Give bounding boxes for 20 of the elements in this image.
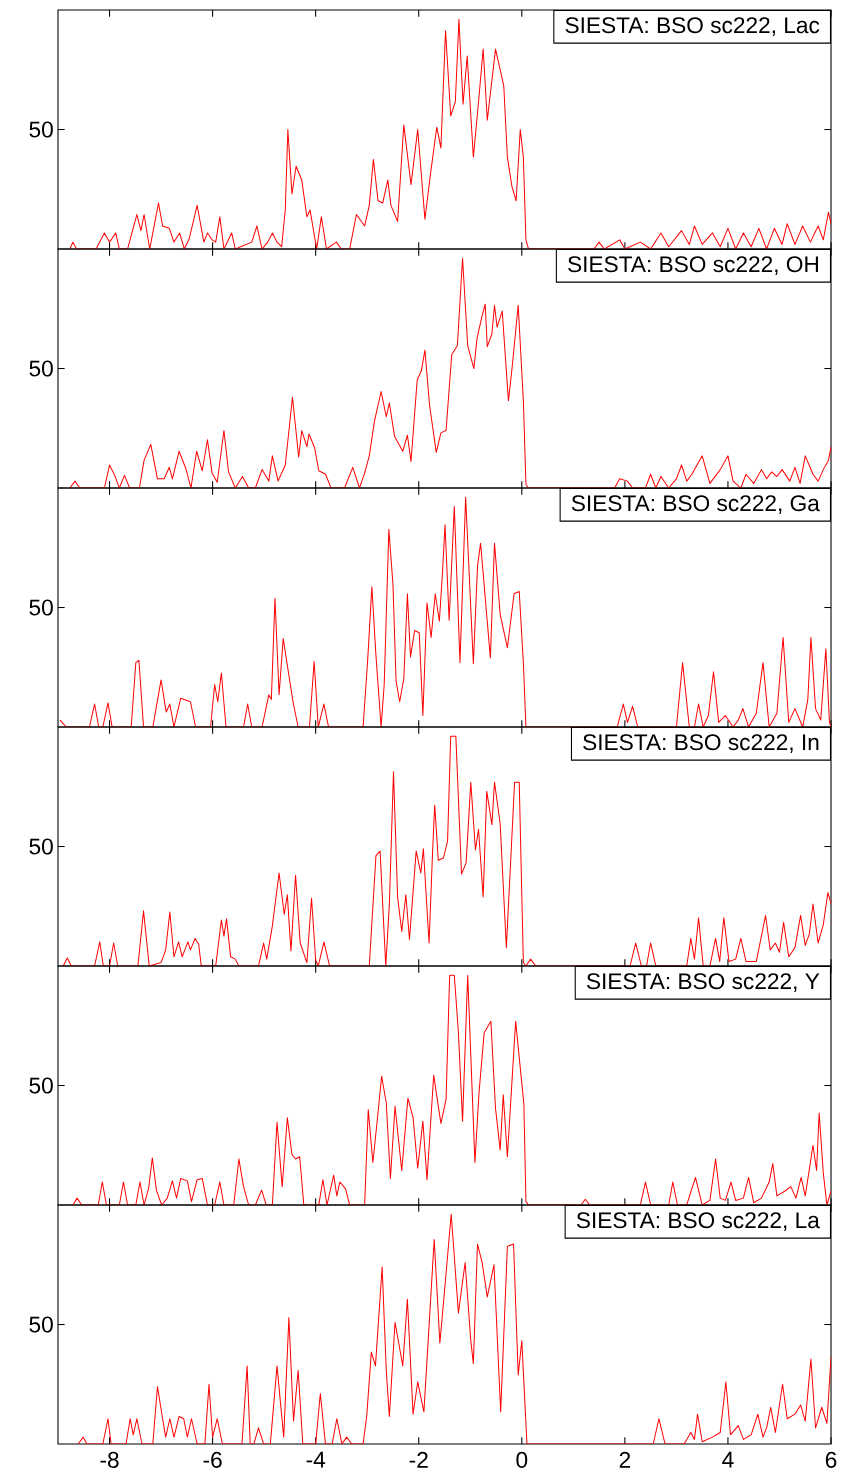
text: SIESTA: BSO sc222, Ga	[571, 495, 820, 514]
x-tick-label: -6	[203, 1451, 222, 1468]
x-tick-label: -8	[100, 1451, 119, 1468]
x-tick-label: 2	[619, 1451, 631, 1468]
text: SIESTA: BSO sc222, Y	[587, 973, 820, 992]
text: SIESTA: BSO sc222, OH	[568, 256, 819, 275]
text: SIESTA: BSO sc222, In	[583, 734, 819, 753]
x-tick-label: 0	[516, 1451, 528, 1468]
text: 50	[29, 360, 53, 377]
text: 50	[29, 1316, 53, 1333]
x-tick-label: -4	[306, 1451, 326, 1468]
text: SIESTA: BSO sc222, La	[576, 1212, 820, 1231]
text: 50	[29, 599, 53, 616]
x-tick-label: 4	[722, 1451, 734, 1468]
text: SIESTA: BSO sc222, Lac	[565, 17, 820, 36]
text: 50	[29, 121, 53, 138]
text: 50	[29, 838, 53, 855]
x-tick-label: 6	[825, 1451, 837, 1468]
x-tick-label: -2	[409, 1451, 428, 1468]
text: 50	[29, 1077, 53, 1094]
